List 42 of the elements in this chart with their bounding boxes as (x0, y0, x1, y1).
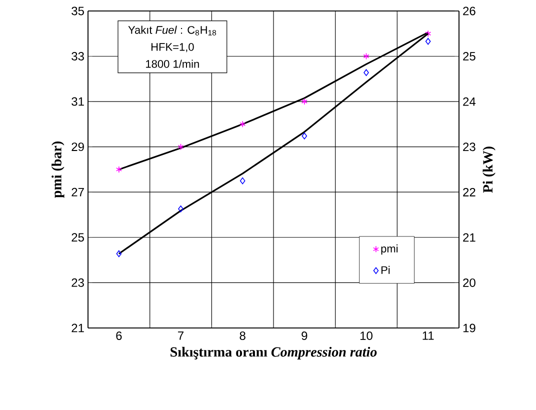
y2-tick-label: 26 (463, 6, 476, 16)
point (178, 143, 184, 150)
x-tick-label: 9 (302, 331, 308, 340)
annotation: Yakıt Fuel : C$_{8}$H$_{18}$ (128, 26, 216, 36)
y2-axis-title: Pi (kW) (482, 146, 496, 193)
x-tick-label: 11 (422, 331, 434, 340)
point (425, 38, 431, 45)
point (364, 69, 369, 76)
point (302, 132, 308, 140)
y-tick-label: 35 (72, 6, 84, 16)
legend-label: pmi (381, 244, 398, 255)
point (301, 98, 308, 105)
point (116, 250, 122, 258)
y-axis-title: pmi (bar) (52, 142, 64, 198)
x-tick-label: 10 (360, 331, 372, 340)
point (240, 177, 246, 184)
x-axis-title: Sıkıştırma oranı Compression ratio (170, 346, 377, 360)
y-tick-label: 29 (72, 142, 84, 152)
y-tick-label: 21 (72, 324, 84, 332)
point (116, 166, 122, 173)
y-tick-label: 23 (72, 278, 84, 287)
y2-tick-label: 23 (463, 142, 476, 152)
y2-tick-label: 20 (463, 278, 476, 287)
x-tick-label: 7 (178, 331, 184, 340)
annotation: HFK=1,0 (151, 43, 194, 52)
point (240, 120, 246, 128)
y2-tick-label: 22 (463, 188, 476, 196)
y-tick-label: 33 (72, 52, 84, 60)
y2-tick-label: 21 (463, 233, 476, 242)
y-tick-label: 31 (72, 97, 84, 106)
y-tick-label: 27 (72, 188, 84, 196)
x-tick-label: 8 (240, 331, 246, 340)
y2-tick-label: 24 (463, 97, 476, 106)
y2-tick-label: 19 (463, 324, 476, 332)
point (363, 52, 370, 60)
x-tick-label: 6 (116, 331, 122, 340)
point (178, 205, 184, 212)
point (425, 30, 432, 38)
legend-label: Pi (381, 266, 390, 274)
y2-tick-label: 25 (463, 52, 476, 61)
annotation: 1800 1/min (146, 60, 199, 68)
y-tick-label: 25 (72, 233, 84, 242)
